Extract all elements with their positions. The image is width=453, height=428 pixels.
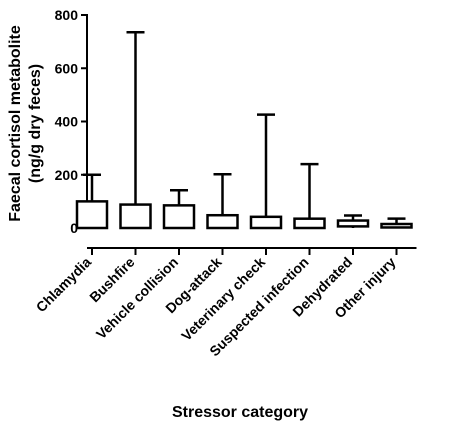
box-4 (249, 113, 283, 230)
y-tick-label-0: 0 (70, 220, 78, 236)
box-rect-1 (119, 203, 152, 230)
y-tick-label-600: 600 (55, 60, 79, 76)
box-5 (293, 162, 326, 230)
box-rect-5 (293, 217, 326, 230)
x-tick-label-0: Chlamydia (33, 254, 95, 316)
box-7 (380, 217, 413, 229)
y-tick-label-400: 400 (55, 114, 79, 130)
y-tick-label-200: 200 (55, 167, 79, 183)
box-3 (206, 172, 239, 230)
box-6 (336, 214, 370, 228)
box-rect-4 (249, 215, 283, 230)
box-0 (75, 173, 109, 230)
box-rect-0 (75, 200, 109, 230)
boxes-group (75, 31, 413, 230)
y-axis-title-line-2: (ng/g dry feces) (27, 64, 44, 183)
y-axis: 0 200 400 600 800 (55, 7, 88, 236)
y-tick-label-800: 800 (55, 7, 79, 23)
box-rect-2 (162, 204, 196, 230)
box-rect-7 (380, 222, 413, 229)
y-axis-title-line-1: Faecal cortisol metabolite (7, 25, 24, 222)
box-rect-3 (206, 213, 239, 230)
box-rect-6 (336, 219, 370, 228)
box-2 (162, 188, 196, 230)
x-axis-title: Stressor category (172, 404, 308, 421)
box-1 (119, 31, 152, 230)
